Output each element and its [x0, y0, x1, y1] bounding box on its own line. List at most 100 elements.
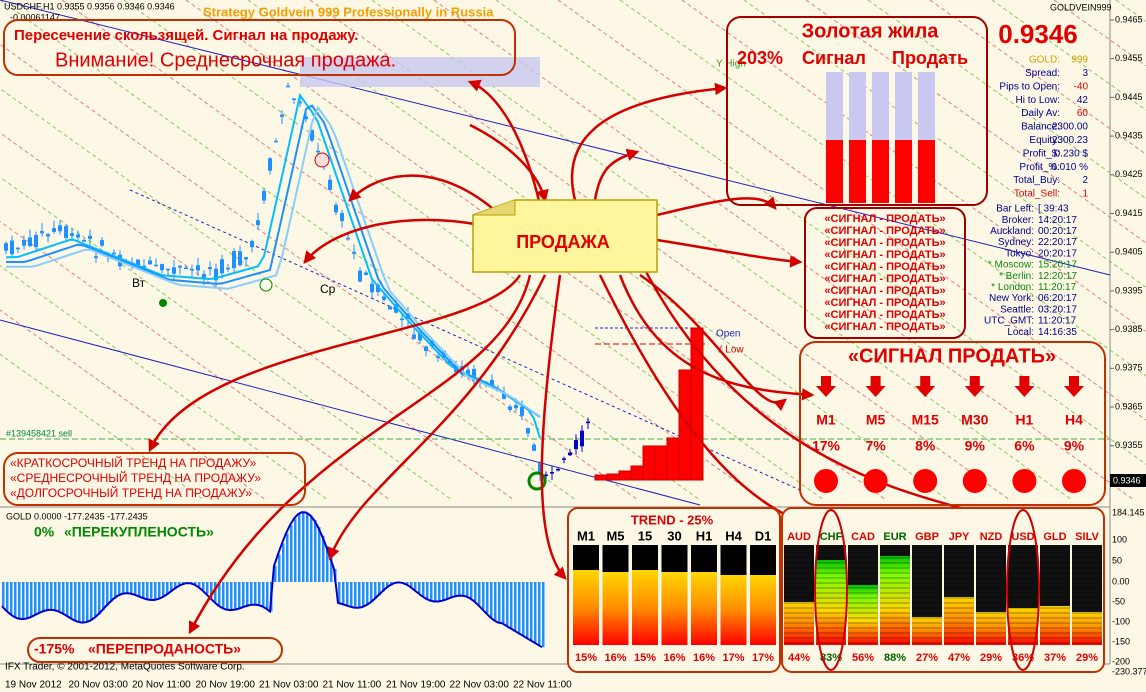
volume-bar: [594, 474, 608, 481]
histogram-bar: [214, 582, 217, 602]
gauge-bottom: [849, 140, 866, 203]
trend-percent: 15%: [575, 652, 597, 664]
gold-signal: Сигнал: [802, 48, 866, 68]
histogram-bar: [78, 582, 81, 622]
signal-timeframe: M5: [866, 412, 886, 428]
stat-value: 60: [1077, 108, 1089, 119]
currency-percent: 56%: [852, 652, 874, 664]
histogram-bar: [378, 582, 381, 596]
currency-bar: [1040, 606, 1070, 645]
candle-body: [172, 267, 176, 274]
candle-body: [202, 273, 206, 278]
signal-percent: 7%: [865, 438, 886, 454]
stat-value: -40: [1074, 81, 1089, 92]
histogram-bar: [102, 582, 105, 611]
currency-percent: 27%: [916, 652, 938, 664]
trend-bar: [661, 572, 688, 645]
price-offset: -0.00061147: [10, 12, 60, 22]
signal-timeframe: H1: [1015, 412, 1033, 428]
current-price: 0.9346: [1113, 475, 1141, 485]
currency-name: CAD: [851, 531, 875, 543]
histogram-bar: [426, 582, 429, 599]
histogram-bar: [434, 582, 437, 602]
time-label: 21 Nov 19:00: [386, 680, 446, 691]
volume-bar: [666, 437, 680, 481]
indicator-tick-label: -200: [1112, 656, 1130, 666]
candle-body: [436, 356, 440, 358]
histogram-bar: [254, 582, 257, 605]
histogram-bar: [470, 582, 473, 599]
histogram-bar: [154, 582, 157, 600]
gauge-top: [849, 72, 866, 140]
histogram-bar: [126, 582, 129, 594]
candle-body: [244, 257, 248, 260]
histogram-bar: [382, 582, 385, 592]
histogram-bar: [506, 582, 509, 626]
candle-body: [364, 272, 368, 275]
candle-body: [226, 267, 230, 270]
histogram-bar: [246, 582, 249, 607]
currency-bar: [848, 585, 878, 645]
fib-line: [0, 43, 639, 501]
time-label: 22 Nov 03:00: [450, 680, 510, 691]
fib-line: [0, 87, 577, 501]
level-label: Open: [716, 329, 740, 340]
candle-body: [358, 270, 362, 282]
histogram-bar: [70, 582, 73, 618]
signal-dot: [814, 469, 838, 493]
signal-percent: 8%: [915, 438, 936, 454]
day-label: Вт: [132, 276, 146, 290]
time-label: Sydney:: [998, 237, 1034, 248]
candle-body: [340, 212, 344, 222]
histogram-bar: [330, 557, 333, 582]
candle-body: [184, 267, 188, 270]
histogram-bar: [50, 582, 53, 610]
histogram-bar: [530, 582, 533, 640]
signal-item: «СИГНАЛ - ПРОДАТЬ»: [824, 261, 945, 273]
candle-body: [520, 406, 524, 416]
price-tick-label: 0.9435: [1115, 130, 1143, 140]
candle-body: [508, 406, 512, 410]
candle-body: [376, 284, 380, 293]
highlight-zone: [300, 57, 540, 87]
signal-item: «СИГНАЛ - ПРОДАТЬ»: [824, 249, 945, 261]
trend-percent: 16%: [693, 652, 715, 664]
arrow: [469, 123, 549, 203]
histogram-bar: [10, 582, 13, 615]
candle-body: [214, 268, 218, 281]
candle-body: [556, 468, 560, 471]
histogram-bar: [266, 582, 269, 609]
time-label: 20 Nov 19:00: [196, 680, 256, 691]
candle-body: [136, 259, 140, 267]
copyright: IFX Trader, © 2001-2012, MetaQuotes Soft…: [5, 662, 245, 673]
histogram-bar: [226, 582, 229, 610]
histogram-bar: [526, 582, 529, 638]
signal-item: «СИГНАЛ - ПРОДАТЬ»: [824, 285, 945, 297]
level-label: Y High: [716, 59, 746, 70]
histogram-bar: [518, 582, 521, 633]
trend-box: [3, 452, 306, 506]
currency-name: USD: [1011, 531, 1034, 543]
fib-line: [433, 0, 1135, 501]
histogram-bar: [350, 582, 353, 607]
histogram-bar: [490, 582, 493, 618]
currency-bar: [1072, 612, 1102, 645]
arrow: [467, 79, 542, 206]
current-price-big: 0.9346: [998, 19, 1078, 49]
candle-body: [352, 251, 356, 254]
time-label: Broker:: [1002, 215, 1034, 226]
channel-line: [0, 319, 701, 506]
histogram-bar: [22, 582, 25, 620]
time-label: 20 Nov 11:00: [132, 680, 191, 691]
fib-line: [0, 265, 329, 501]
trend-percent: 15%: [634, 652, 656, 664]
oversold-label: «ПЕРЕПРОДАНОСТЬ»: [88, 641, 241, 657]
trend-line: «СРЕДНЕСРОЧНЫЙ ТРЕНД НА ПРОДАЖУ»: [10, 470, 261, 485]
candle-body: [580, 430, 584, 447]
trend-bar: [720, 575, 747, 645]
currency-percent: 36%: [1012, 652, 1034, 664]
candle-body: [346, 237, 350, 240]
histogram-bar: [322, 535, 325, 582]
histogram-bar: [234, 582, 237, 610]
histogram-bar: [262, 582, 265, 607]
